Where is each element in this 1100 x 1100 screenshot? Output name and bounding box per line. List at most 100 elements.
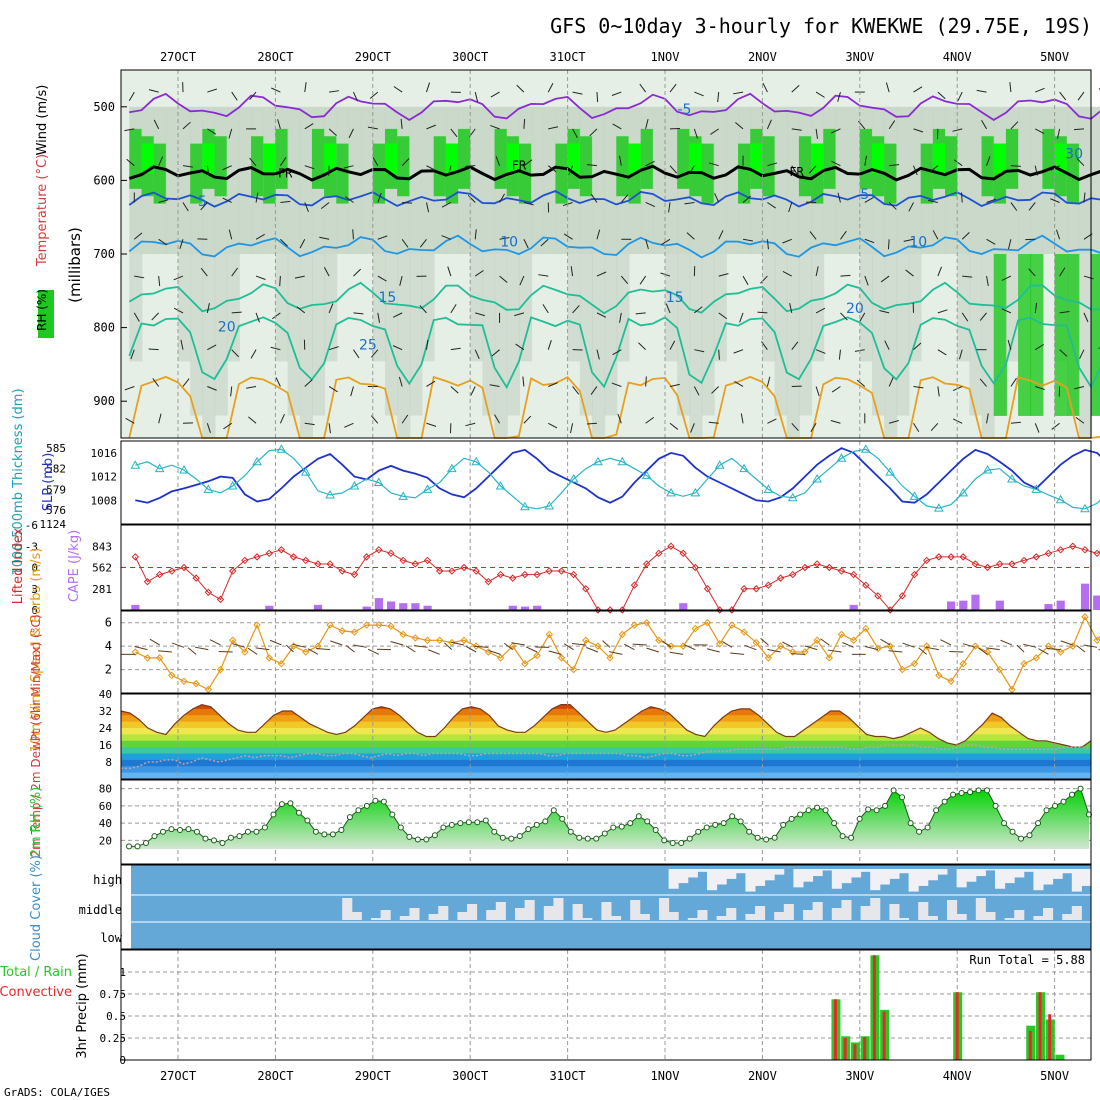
thickness-point bbox=[446, 463, 457, 473]
rh-point bbox=[406, 833, 413, 840]
rh-point bbox=[202, 835, 209, 842]
wind-barb bbox=[669, 340, 676, 350]
date-top-3NOV: 3NOV bbox=[845, 50, 874, 64]
rh-point bbox=[686, 835, 693, 842]
surface-barb bbox=[428, 649, 440, 655]
wind-barb bbox=[207, 386, 217, 391]
rh-band-late bbox=[1054, 254, 1068, 416]
wind-barb bbox=[353, 349, 360, 359]
wind-barb bbox=[450, 304, 457, 314]
cloud-clear-middle bbox=[572, 904, 583, 920]
rh-band-sat bbox=[506, 143, 520, 174]
wind-barb bbox=[958, 349, 963, 360]
cloud-clear-middle bbox=[956, 914, 967, 920]
wind-barb bbox=[1010, 121, 1019, 130]
wind-speed-point bbox=[825, 654, 833, 662]
thickness-point bbox=[154, 463, 165, 473]
wind-barb bbox=[791, 128, 802, 131]
chart-title: GFS 0~10day 3-hourly for KWEKWE (29.75E,… bbox=[550, 14, 1092, 38]
wind-barb bbox=[514, 312, 525, 317]
rh-band-moist bbox=[433, 136, 447, 197]
rh-band-late bbox=[1066, 254, 1080, 416]
wind-barb bbox=[392, 312, 403, 318]
cloud-clear-middle bbox=[745, 914, 756, 920]
rh-point bbox=[142, 839, 149, 846]
wind-speed-point bbox=[411, 634, 420, 642]
wind-barb bbox=[323, 267, 330, 277]
wind-barb bbox=[888, 202, 897, 210]
lifted-index-point bbox=[265, 549, 273, 558]
wind-barb bbox=[249, 157, 257, 167]
surface-barb bbox=[307, 648, 319, 655]
rh-point bbox=[899, 794, 906, 801]
date-bottom-28OCT: 28OCT bbox=[257, 1069, 293, 1083]
rh-band-moist bbox=[884, 143, 898, 204]
wind-barb bbox=[611, 382, 622, 387]
cloud-clear-high bbox=[726, 869, 737, 879]
wind-barb bbox=[766, 119, 772, 130]
thickness-point bbox=[812, 474, 822, 483]
wind-barb bbox=[986, 238, 996, 245]
surface-barb bbox=[888, 650, 903, 653]
rh-band-mid bbox=[348, 106, 362, 254]
lifted-index-point bbox=[862, 581, 870, 589]
rh-point bbox=[712, 821, 719, 828]
wind-barb bbox=[762, 82, 768, 93]
rh-point bbox=[508, 835, 515, 842]
wind-barb bbox=[426, 82, 431, 93]
wind-barb bbox=[474, 349, 480, 360]
surface-barb bbox=[525, 646, 538, 653]
wind-barb bbox=[1010, 377, 1017, 387]
rh-band-mid bbox=[165, 106, 179, 254]
wind-barb bbox=[228, 128, 233, 139]
cloud-clear-high bbox=[956, 869, 967, 888]
lifted-index-point bbox=[460, 563, 468, 572]
precip-convective-bar bbox=[882, 1011, 886, 1060]
wind-barb bbox=[173, 307, 184, 314]
thickness-tick-585: 585 bbox=[46, 442, 66, 455]
rh-point bbox=[516, 833, 523, 840]
wind-speed-point bbox=[216, 665, 225, 674]
rh-2m-panel: 20 40 60 80 bbox=[99, 779, 1092, 865]
surface-barb bbox=[548, 650, 562, 655]
surface-barb bbox=[662, 640, 672, 648]
wind-barb bbox=[345, 196, 354, 203]
vertical-gridlines bbox=[177, 441, 1056, 524]
wind-barb bbox=[495, 156, 501, 166]
surface-barb bbox=[918, 647, 927, 655]
wind-barb bbox=[182, 165, 193, 168]
surface-barb bbox=[962, 643, 976, 648]
wind-barb bbox=[231, 349, 240, 358]
cloud-clear-high bbox=[745, 869, 756, 892]
surface-barb bbox=[790, 653, 805, 655]
rh-tick-40: 40 bbox=[99, 817, 112, 830]
rh-band-mid bbox=[409, 106, 423, 254]
surface-barb bbox=[609, 651, 623, 655]
surface-barb bbox=[503, 642, 514, 651]
wind-barb bbox=[809, 165, 817, 174]
surface-barb bbox=[864, 646, 879, 651]
wind-barb bbox=[1010, 202, 1018, 211]
label-lifted-index: Lifted Index bbox=[11, 527, 26, 604]
cloud-clear-middle bbox=[927, 916, 938, 920]
cape-tick-281: 281 bbox=[92, 583, 112, 596]
wind-barb bbox=[1050, 198, 1060, 203]
cloud-clear-middle bbox=[726, 908, 737, 920]
cloud-clear-middle bbox=[687, 918, 698, 920]
cloud-clear-high bbox=[927, 869, 938, 881]
wind-barb bbox=[426, 202, 430, 213]
rh-point bbox=[805, 807, 812, 814]
temp-tick-24: 24 bbox=[99, 722, 113, 735]
cloud-clear-middle bbox=[841, 900, 852, 920]
lifted-index-cape-panel: -6 -3 0 3 6 281 562 843 bbox=[25, 519, 1100, 617]
cloud-clear-high bbox=[918, 869, 929, 886]
rh-band-moist bbox=[214, 136, 228, 197]
panel-labels: Wind (m/s)Temperature (°C) RH (%) (milliba… bbox=[0, 85, 90, 1059]
rh-band-mid bbox=[470, 106, 484, 254]
cloud-clear-high bbox=[1033, 869, 1044, 891]
wind-barb bbox=[688, 165, 695, 175]
cloud-clear-middle bbox=[601, 902, 612, 920]
wind-speed-point bbox=[764, 654, 773, 662]
rh-point bbox=[423, 836, 430, 843]
wind-barb bbox=[426, 339, 429, 350]
